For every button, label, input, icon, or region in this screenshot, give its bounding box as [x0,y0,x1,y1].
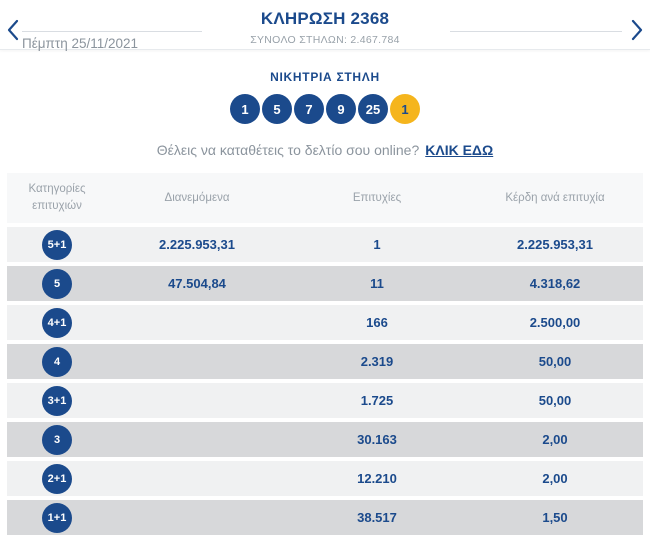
table-row: 3 30.163 2,00 [7,422,643,457]
wins-value: 166 [366,315,388,330]
chevron-left-icon [7,19,19,45]
category-badge: 5 [42,268,72,299]
distributed-value: 2.225.953,31 [159,237,235,252]
prize-value: 50,00 [538,354,572,369]
category-badge: 3+1 [42,385,72,416]
table-header-row: Κατηγορίες επιτυχιών Διανεμόμενα Επιτυχί… [7,173,643,223]
wins-value: 30.163 [357,432,397,447]
table-row: 5+1 2.225.953,31 1 2.225.953,31 [7,227,643,262]
table-row: 4 2.319 50,00 [7,344,643,379]
wins-value: 1 [373,237,381,252]
wins-value: 12.210 [357,471,397,486]
category-badge: 2+1 [42,463,72,494]
draw-title-block: ΚΛΗΡΩΣΗ 2368 ΣΥΝΟΛΟ ΣΤΗΛΩΝ: 2.467.784 [0,9,650,46]
category-badge: 4 [42,346,72,377]
header-prize-per-win: Κέρδη ανά επιτυχία [505,192,605,204]
winning-column-heading: ΝΙΚΗΤΡΙΑ ΣΤΗΛΗ [270,70,380,84]
prize-value: 50,00 [538,393,572,408]
draw-date: Πέμπτη 25/11/2021 [22,31,202,51]
winning-number-ball: 5 [262,94,292,124]
online-cta-text: Θέλεις να καταθέτεις το δελτίο σου onlin… [156,142,420,158]
category-badge: 5+1 [42,229,72,260]
header-distributed: Διανεμόμενα [164,192,230,204]
winning-numbers: 1 5 7 9 25 1 [0,94,650,124]
wins-value: 38.517 [357,510,397,525]
header-divider-line [450,31,622,32]
online-cta: Θέλεις να καταθέτεις το δελτίο σου onlin… [0,142,650,158]
next-draw-button[interactable] [631,19,643,41]
table-row: 3+1 1.725 50,00 [7,383,643,418]
joker-number-ball: 1 [390,94,420,124]
distributed-value: 47.504,84 [168,276,226,291]
prize-value: 2.500,00 [529,315,581,330]
table-row: 1+1 38.517 1,50 [7,500,643,535]
wins-value: 11 [370,276,384,291]
table-row: 4+1 166 2.500,00 [7,305,643,340]
prize-value: 2,00 [542,471,568,486]
table-row: 5 47.504,84 11 4.318,62 [7,266,643,301]
wins-value: 1.725 [360,393,394,408]
header-categories: Κατηγορίες επιτυχιών [28,183,86,212]
prize-value: 1,50 [542,510,568,525]
prize-value: 4.318,62 [529,276,581,291]
total-columns-label: ΣΥΝΟΛΟ ΣΤΗΛΩΝ: 2.467.784 [250,34,400,46]
wins-value: 2.319 [360,354,394,369]
category-badge: 4+1 [42,307,72,338]
winning-number-ball: 9 [326,94,356,124]
prize-value: 2,00 [542,432,568,447]
prize-value: 2.225.953,31 [517,237,593,252]
winning-number-ball: 7 [294,94,324,124]
results-table: Κατηγορίες επιτυχιών Διανεμόμενα Επιτυχί… [7,173,643,535]
table-row: 2+1 12.210 2,00 [7,461,643,496]
winning-number-ball: 25 [358,94,388,124]
click-here-link[interactable]: ΚΛΙΚ ΕΔΩ [425,142,494,158]
category-badge: 3 [42,424,72,455]
winning-number-ball: 1 [230,94,260,124]
chevron-right-icon [631,19,643,45]
draw-navigation-bar: Πέμπτη 25/11/2021 ΚΛΗΡΩΣΗ 2368 ΣΥΝΟΛΟ ΣΤ… [0,0,650,51]
draw-title: ΚΛΗΡΩΣΗ 2368 [260,9,390,28]
header-wins: Επιτυχίες [352,192,402,204]
category-badge: 1+1 [42,502,72,533]
previous-draw-button[interactable] [7,19,19,41]
